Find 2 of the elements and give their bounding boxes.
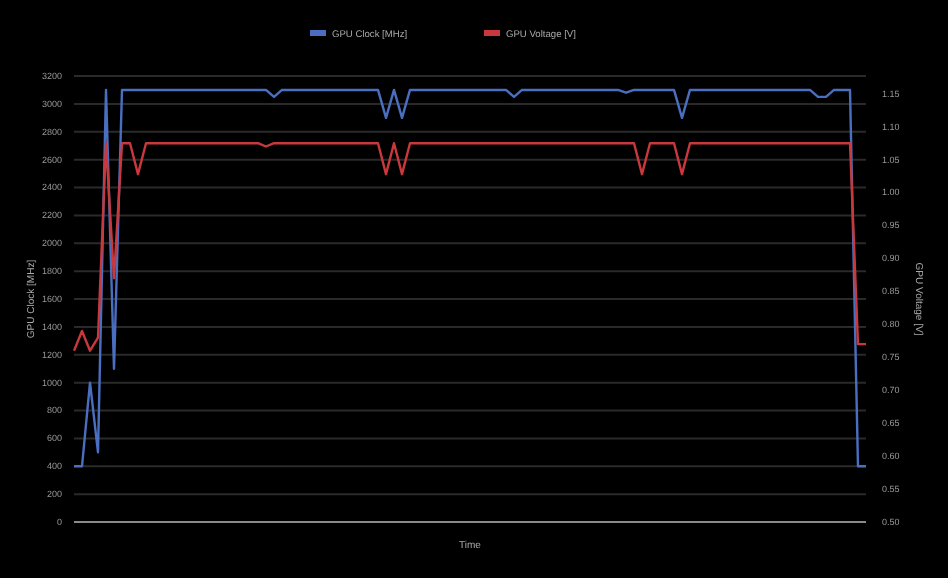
line-series	[72, 88, 868, 468]
line-series	[72, 142, 868, 352]
